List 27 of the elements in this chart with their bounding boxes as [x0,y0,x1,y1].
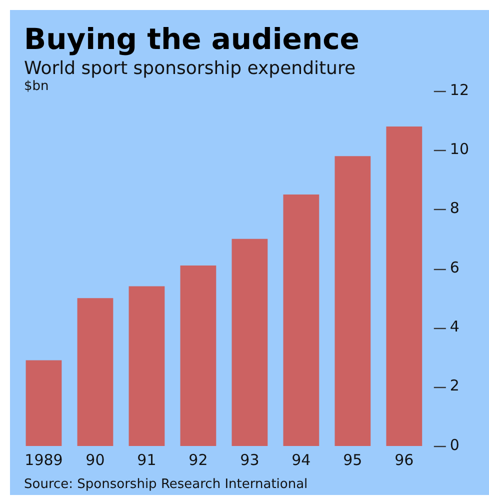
bar [283,194,320,446]
y-tick-label: 12 [450,80,470,99]
y-tick-label: 4 [450,318,460,336]
y-tick-label: 6 [450,258,460,276]
x-tick-label: 90 [86,450,105,469]
chart-title: Buying the audience [24,22,360,56]
y-tick-label: 0 [450,436,460,454]
x-tick-label: 95 [343,450,362,469]
x-tick-label: 92 [188,450,208,469]
x-tick-label: 96 [394,450,414,469]
y-axis-title: $bn [24,79,49,94]
bar [180,266,216,446]
bar [26,360,62,446]
bar [386,126,422,446]
bar [334,156,371,446]
source-note: Source: Sponsorship Research International [24,477,308,492]
chart-subtitle: World sport sponsorship expenditure [24,58,356,79]
bar [232,238,268,446]
x-tick-label: 94 [292,450,311,469]
x-tick-label: 1989 [24,450,63,469]
bar [128,286,165,446]
y-tick-label: 2 [450,376,460,395]
x-tick-label: 91 [137,450,156,469]
bar [77,298,114,446]
y-tick-label: 8 [450,199,460,218]
y-tick-label: 10 [450,140,470,158]
x-tick-label: 93 [240,450,260,469]
